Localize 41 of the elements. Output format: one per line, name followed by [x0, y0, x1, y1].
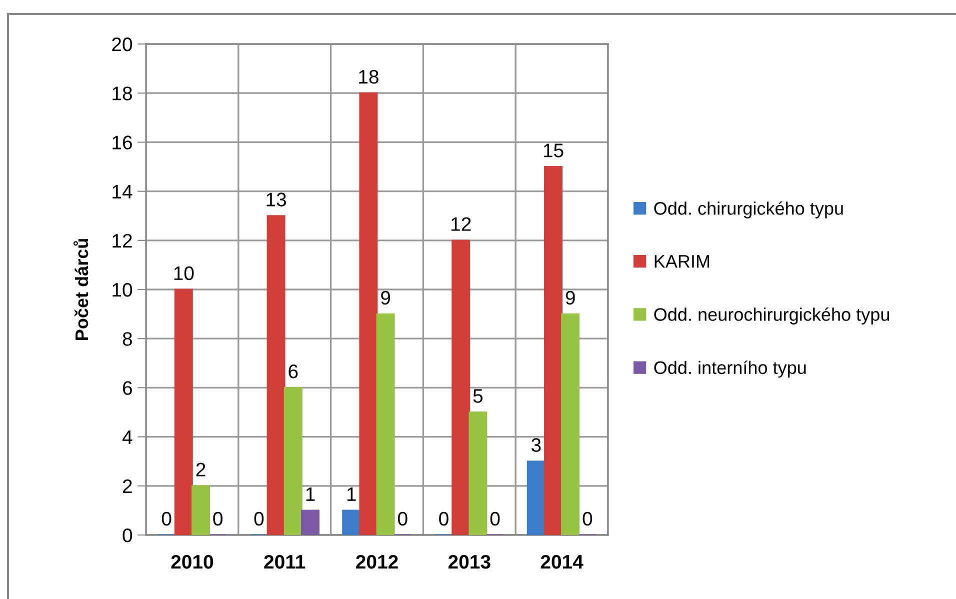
data-label: 5 [473, 389, 483, 403]
x-tick-label: 2013 [448, 554, 490, 569]
y-tick-label: 16 [112, 136, 132, 150]
data-label: 1 [347, 487, 356, 501]
data-label: 1 [306, 487, 315, 501]
legend-label: Odd. neurochirurgického typu [654, 307, 890, 324]
y-tick-label: 18 [112, 86, 132, 100]
legend-label: KARIM [654, 255, 710, 268]
y-tick-label: 12 [112, 234, 132, 248]
legend-label: Odd. chirurgického typu [654, 201, 843, 218]
data-label: 9 [381, 290, 390, 305]
y-tick-label: 14 [112, 184, 132, 198]
data-label: 6 [288, 364, 298, 378]
data-label: 18 [359, 70, 378, 84]
x-tick-label: 2010 [171, 554, 214, 569]
data-label: 12 [452, 217, 471, 231]
x-tick-label: 2011 [264, 554, 306, 569]
data-label: 0 [582, 512, 592, 526]
data-label: 0 [490, 512, 500, 526]
data-label: 0 [162, 512, 172, 526]
data-label: 0 [439, 512, 448, 526]
data-label: 0 [254, 512, 264, 526]
y-tick-label: 6 [122, 381, 132, 395]
data-label: 9 [566, 290, 575, 305]
data-label: 2 [196, 462, 206, 476]
data-label: 10 [174, 266, 194, 280]
data-label: 15 [544, 144, 564, 158]
y-tick-label: 2 [122, 479, 132, 493]
data-label: 0 [213, 512, 222, 526]
y-tick-label: 10 [112, 282, 132, 297]
y-tick-label: 4 [122, 430, 132, 444]
data-label: 3 [531, 438, 541, 452]
x-tick-label: 2014 [540, 554, 584, 569]
y-tick-label: 0 [122, 528, 132, 542]
data-label: 0 [398, 512, 408, 526]
y-axis-title: Počet dárců [73, 239, 88, 340]
legend-label: Odd. interního typu [654, 360, 806, 378]
data-label: 13 [266, 192, 286, 206]
y-tick-label: 8 [122, 332, 132, 346]
y-tick-label: 20 [112, 37, 132, 52]
x-tick-label: 2012 [356, 554, 398, 569]
